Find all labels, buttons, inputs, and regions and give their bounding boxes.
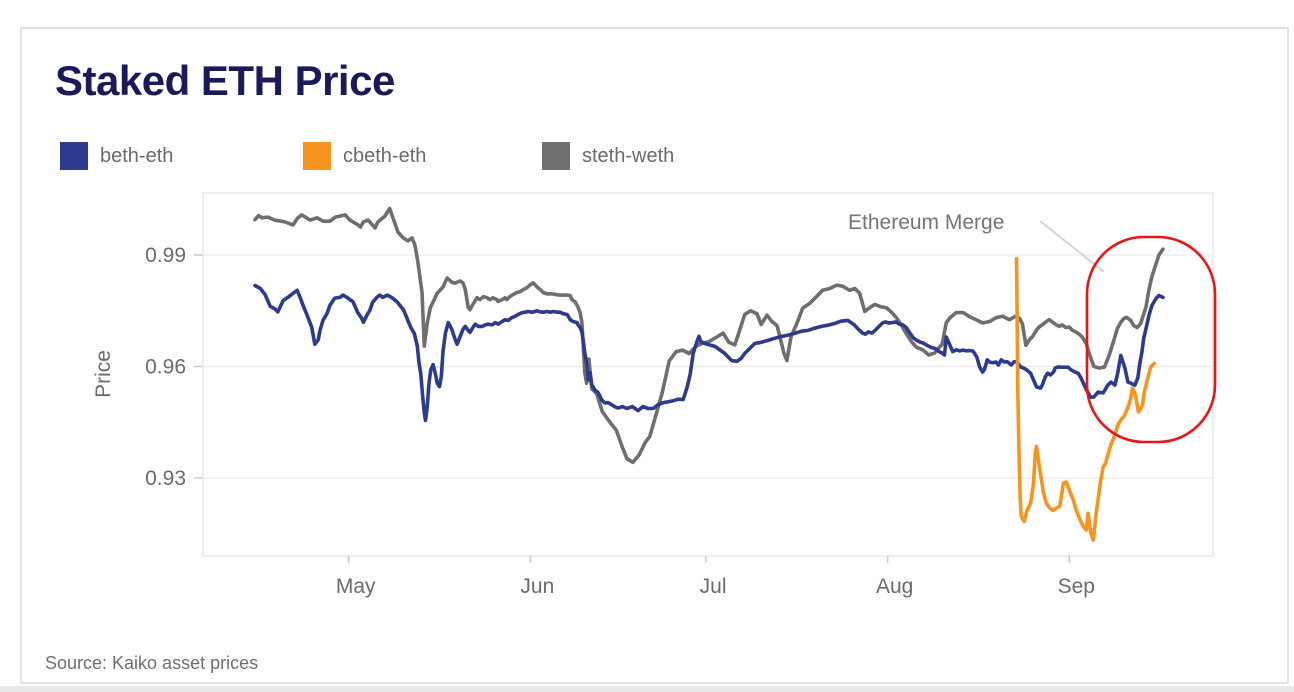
x-tick-label: Jul — [700, 575, 727, 598]
legend-label: beth-eth — [100, 145, 174, 167]
plot-border — [202, 192, 1214, 557]
page-edge-strip — [0, 686, 1294, 692]
legend-label: steth-weth — [582, 145, 675, 167]
legend-item-steth-weth: steth-weth — [542, 142, 674, 170]
legend-swatch-cbeth-eth — [303, 142, 331, 170]
annotation-label: Ethereum Merge — [848, 211, 1004, 234]
line-beth-eth — [253, 283, 1165, 423]
y-tick-label: 0.99 — [145, 244, 186, 267]
y-tick-label: 0.96 — [145, 356, 186, 379]
legend-label: cbeth-eth — [343, 145, 427, 167]
x-tick-label: Sep — [1058, 575, 1095, 598]
source-attribution: Source: Kaiko asset prices — [45, 653, 259, 673]
legend-item-beth-eth: beth-eth — [60, 142, 173, 170]
merge-highlight-circle — [1085, 235, 1217, 444]
chart-card — [20, 27, 1289, 684]
x-tick-label: Jun — [520, 575, 554, 598]
x-tick-label: Aug — [876, 575, 913, 598]
line-steth-weth — [253, 206, 1165, 465]
annotation-pointer-line — [1039, 220, 1105, 273]
x-tick-label: May — [336, 575, 376, 598]
page-title: Staked ETH Price — [55, 57, 395, 104]
legend-swatch-beth-eth — [60, 142, 88, 170]
legend-item-cbeth-eth: cbeth-eth — [303, 142, 426, 170]
line-cbeth-eth — [1014, 256, 1156, 542]
legend-swatch-steth-weth — [542, 142, 570, 170]
y-tick-label: 0.93 — [145, 467, 186, 490]
y-axis-label: Price — [92, 350, 115, 398]
